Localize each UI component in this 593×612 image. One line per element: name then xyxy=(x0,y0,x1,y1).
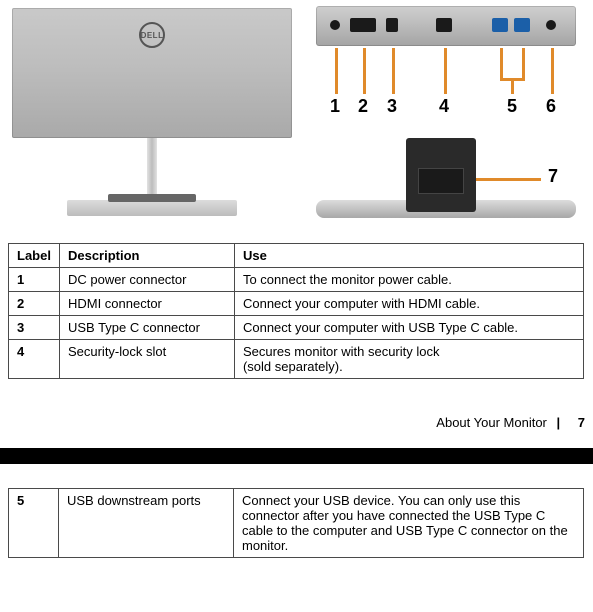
table-header-row: Label Description Use xyxy=(9,244,584,268)
port-security-slot xyxy=(436,18,452,32)
callout-line-5a xyxy=(500,48,503,78)
cell-label: 1 xyxy=(9,268,60,292)
port-dc-power xyxy=(330,20,340,30)
cell-use: Secures monitor with security lock (sold… xyxy=(234,340,583,379)
callout-number-5: 5 xyxy=(507,96,517,117)
port-strip xyxy=(316,6,576,46)
cell-use: To connect the monitor power cable. xyxy=(234,268,583,292)
callout-line-4 xyxy=(444,48,447,94)
callout-line-5-v xyxy=(511,78,514,94)
dell-logo: DELL xyxy=(139,22,165,48)
footer-divider: | xyxy=(557,415,561,430)
monitor-stand-mount xyxy=(406,138,476,212)
callout-number-3: 3 xyxy=(387,96,397,117)
callout-number-1: 1 xyxy=(330,96,340,117)
th-description: Description xyxy=(59,244,234,268)
cell-desc: DC power connector xyxy=(59,268,234,292)
monitor-back-view: DELL xyxy=(12,8,292,220)
port-strip-diagram: 1 2 3 4 5 6 xyxy=(316,6,576,118)
callout-line-5b xyxy=(522,48,525,78)
table-row: 2 HDMI connector Connect your computer w… xyxy=(9,292,584,316)
page-break xyxy=(0,448,593,464)
th-label: Label xyxy=(9,244,60,268)
cell-label: 3 xyxy=(9,316,60,340)
monitor-stand-base xyxy=(67,200,237,216)
footer-section: About Your Monitor xyxy=(436,415,547,430)
monitor-stand-neck xyxy=(147,138,157,200)
cell-use: Connect your USB device. You can only us… xyxy=(234,489,584,558)
port-hdmi xyxy=(350,18,376,32)
table-row: 5 USB downstream ports Connect your USB … xyxy=(9,489,584,558)
monitor-bottom-view: 7 xyxy=(316,136,576,224)
callout-number-4: 4 xyxy=(439,96,449,117)
table-row: 1 DC power connector To connect the moni… xyxy=(9,268,584,292)
port-usb-downstream-2 xyxy=(514,18,530,32)
callout-number-2: 2 xyxy=(358,96,368,117)
cell-desc: HDMI connector xyxy=(59,292,234,316)
callout-line-1 xyxy=(335,48,338,94)
port-table-2: 5 USB downstream ports Connect your USB … xyxy=(8,488,584,558)
cell-use: Connect your computer with USB Type C ca… xyxy=(234,316,583,340)
callout-line-3 xyxy=(392,48,395,94)
port-usb-downstream-1 xyxy=(492,18,508,32)
callout-row: 1 2 3 4 5 6 xyxy=(316,48,576,118)
footer-page-number: 7 xyxy=(578,415,585,430)
table-row: 4 Security-lock slot Secures monitor wit… xyxy=(9,340,584,379)
page-footer: About Your Monitor | 7 xyxy=(8,415,585,430)
cell-use: Connect your computer with HDMI cable. xyxy=(234,292,583,316)
cell-label: 4 xyxy=(9,340,60,379)
callout-line-2 xyxy=(363,48,366,94)
cell-desc: Security-lock slot xyxy=(59,340,234,379)
cell-desc: USB downstream ports xyxy=(59,489,234,558)
port-audio xyxy=(546,20,556,30)
callout-number-6: 6 xyxy=(546,96,556,117)
callout-number-7: 7 xyxy=(548,166,558,187)
callout-line-6 xyxy=(551,48,554,94)
cell-label: 5 xyxy=(9,489,59,558)
port-usb-c xyxy=(386,18,398,32)
th-use: Use xyxy=(234,244,583,268)
cell-label: 2 xyxy=(9,292,60,316)
port-table-1: Label Description Use 1 DC power connect… xyxy=(8,243,584,379)
table-row: 3 USB Type C connector Connect your comp… xyxy=(9,316,584,340)
cell-desc: USB Type C connector xyxy=(59,316,234,340)
monitor-panel: DELL xyxy=(12,8,292,138)
figure-area: DELL xyxy=(0,0,593,235)
callout-line-7 xyxy=(476,178,541,181)
